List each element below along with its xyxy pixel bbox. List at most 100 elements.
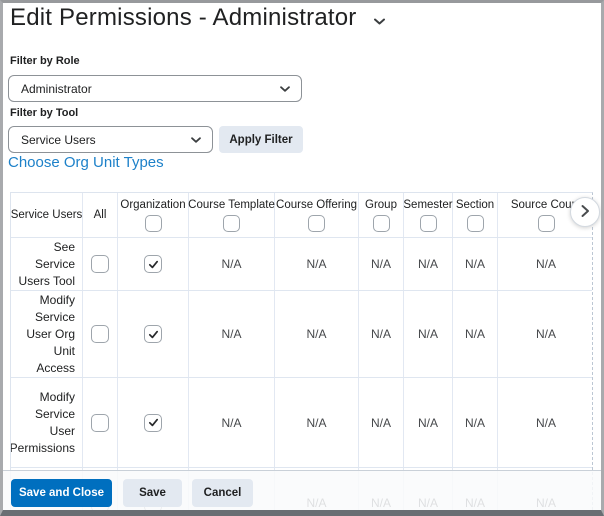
row-header-label: Modify Service User Org Unit Access <box>26 292 75 375</box>
save-and-close-button[interactable]: Save and Close <box>11 479 112 507</box>
permission-cell <box>83 291 118 377</box>
scroll-right-button[interactable] <box>570 197 600 227</box>
column-header-label: Organization <box>120 199 186 211</box>
permission-cell: N/A <box>498 238 592 290</box>
na-value: N/A <box>221 327 242 341</box>
select-column-checkbox[interactable] <box>466 215 484 232</box>
column-header-course-offering: Course Offering <box>275 193 359 237</box>
choose-org-unit-types-link[interactable]: Choose Org Unit Types <box>8 154 164 171</box>
permission-cell: N/A <box>189 378 275 467</box>
row-header: Modify Service User Org Unit Access <box>11 291 83 377</box>
chevron-down-icon <box>279 82 291 96</box>
na-value: N/A <box>306 327 327 341</box>
na-value: N/A <box>417 257 438 271</box>
page-header: Edit Permissions - Administrator <box>10 4 386 32</box>
na-value: N/A <box>221 415 242 430</box>
column-header-all: All <box>83 193 118 237</box>
permission-cell: N/A <box>189 291 275 377</box>
column-header-label: Source Cours <box>510 199 582 211</box>
filter-by-tool-label: Filter by Tool <box>10 107 79 119</box>
table-row: See Service Users Tool N/A N/A N/A N/A N/A N/A <box>11 238 592 291</box>
row-header: Modify Service User Permissions <box>11 378 83 467</box>
na-value: N/A <box>370 415 391 430</box>
permission-cell: N/A <box>359 378 404 467</box>
na-value: N/A <box>370 327 391 341</box>
tool-select-value: Service Users <box>21 132 96 147</box>
select-column-checkbox[interactable] <box>537 215 555 232</box>
na-value: N/A <box>417 415 438 430</box>
permission-checkbox[interactable] <box>91 325 109 343</box>
permission-cell: N/A <box>359 291 404 377</box>
na-value: N/A <box>535 257 556 271</box>
row-header-label: Modify Service User Permissions <box>10 389 76 455</box>
row-header-label: See Service Users Tool <box>18 239 75 288</box>
column-header-semester: Semester <box>403 193 453 237</box>
table-row: Modify Service User Permissions N/A N/A N/A… <box>11 378 592 468</box>
permission-cell <box>118 378 189 467</box>
permission-cell: N/A <box>453 291 498 377</box>
filter-by-role-label: Filter by Role <box>10 55 80 67</box>
permission-cell: N/A <box>453 238 498 290</box>
permission-checkbox[interactable] <box>144 255 162 273</box>
column-header-section: Section <box>453 193 498 237</box>
na-value: N/A <box>535 415 556 430</box>
page-title: Edit Permissions - Administrator <box>10 4 357 31</box>
column-header-label: Semester <box>403 199 453 211</box>
role-select[interactable]: Administrator <box>8 75 302 102</box>
select-column-checkbox[interactable] <box>372 215 390 232</box>
save-button[interactable]: Save <box>123 479 182 507</box>
na-value: N/A <box>464 327 485 341</box>
permission-checkbox[interactable] <box>91 413 109 432</box>
permission-cell: N/A <box>275 378 359 467</box>
select-column-checkbox[interactable] <box>144 215 162 232</box>
permission-cell: N/A <box>404 238 453 290</box>
permission-cell <box>118 238 189 290</box>
column-header-label: Course Offering <box>276 199 357 211</box>
column-header-source-cours: Source Cours <box>498 193 592 237</box>
permission-cell: N/A <box>404 291 453 377</box>
permission-cell: N/A <box>498 378 592 467</box>
chevron-right-icon <box>580 204 590 221</box>
permission-cell <box>118 291 189 377</box>
na-value: N/A <box>221 257 242 271</box>
permission-cell: N/A <box>189 238 275 290</box>
permission-cell: N/A <box>404 378 453 467</box>
na-value: N/A <box>464 415 485 430</box>
na-value: N/A <box>535 327 556 341</box>
permission-checkbox[interactable] <box>144 325 162 343</box>
column-header-group: Group <box>359 193 404 237</box>
permission-cell: N/A <box>275 238 359 290</box>
row-header: See Service Users Tool <box>11 238 83 290</box>
permission-cell: N/A <box>275 291 359 377</box>
select-column-checkbox[interactable] <box>308 215 325 232</box>
role-select-value: Administrator <box>21 81 92 96</box>
column-header-course-template: Course Template <box>188 193 275 237</box>
chevron-down-icon[interactable] <box>373 17 386 26</box>
na-value: N/A <box>464 257 485 271</box>
permission-checkbox[interactable] <box>144 413 162 432</box>
na-value: N/A <box>306 415 327 430</box>
apply-filter-button[interactable]: Apply Filter <box>219 126 303 153</box>
column-header-organization: Organization <box>118 193 189 237</box>
permission-cell: N/A <box>498 291 592 377</box>
permission-cell: N/A <box>453 378 498 467</box>
chevron-down-icon <box>190 133 202 147</box>
select-column-checkbox[interactable] <box>419 215 437 232</box>
na-value: N/A <box>417 327 438 341</box>
column-header-label: Course Template <box>188 199 275 211</box>
column-header-label: Section <box>455 199 495 211</box>
cancel-button[interactable]: Cancel <box>192 479 253 507</box>
column-header-label: All <box>93 209 107 221</box>
column-header-label: Group <box>365 199 397 211</box>
tool-select[interactable]: Service Users <box>8 126 213 153</box>
select-column-checkbox[interactable] <box>223 215 240 232</box>
permission-cell <box>83 238 118 290</box>
table-header-row: Service Users All Organization Course Templ… <box>11 193 592 238</box>
table-row: Modify Service User Org Unit Access N/A N/… <box>11 291 592 378</box>
permission-cell: N/A <box>359 238 404 290</box>
na-value: N/A <box>370 257 391 271</box>
row-header-corner: Service Users <box>11 193 83 237</box>
permission-checkbox[interactable] <box>91 255 109 273</box>
corner-header-label: Service Users <box>10 209 83 221</box>
